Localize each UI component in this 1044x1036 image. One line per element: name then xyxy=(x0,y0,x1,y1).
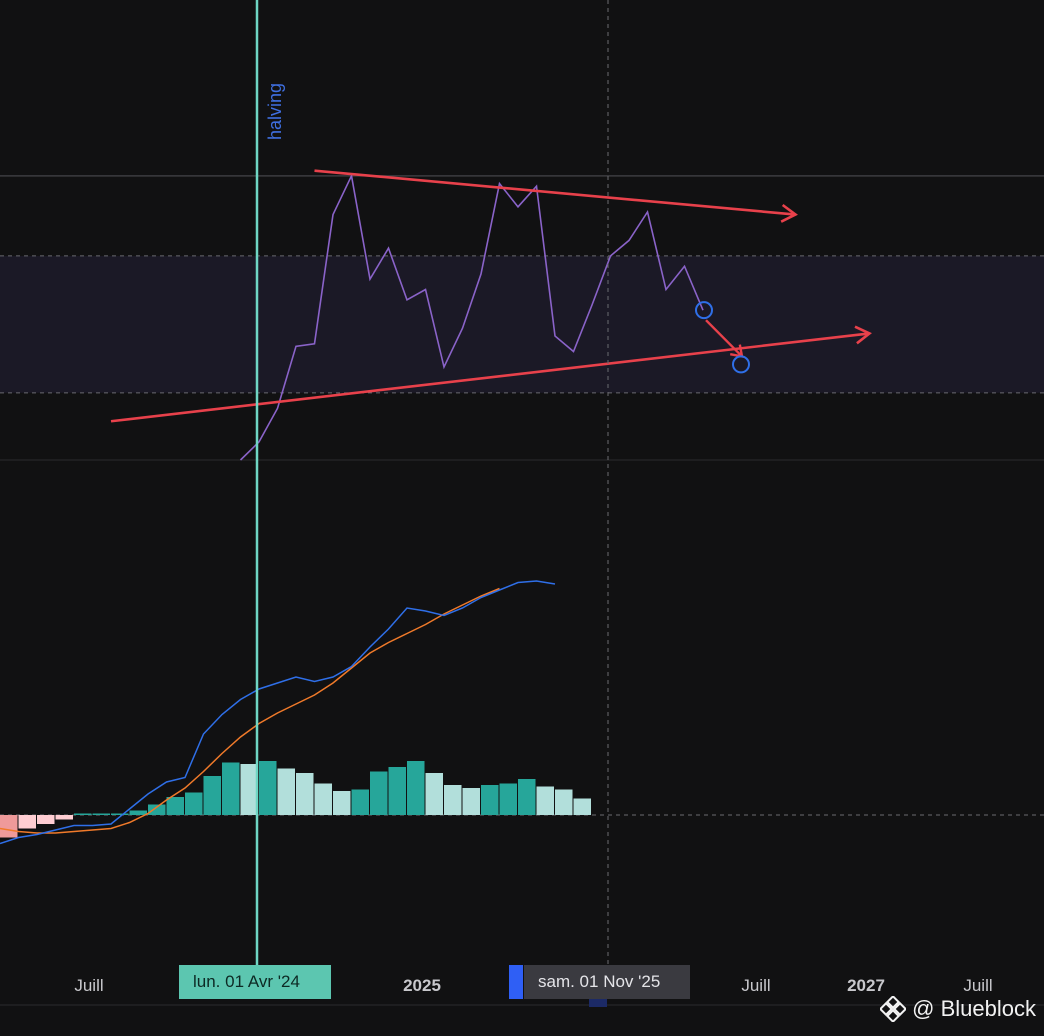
histogram-bar xyxy=(203,776,221,815)
histogram-bar xyxy=(333,791,351,815)
watermark: @ Blueblock xyxy=(880,996,1036,1022)
histogram-bar xyxy=(555,789,573,815)
oscillator-pane xyxy=(0,169,1044,461)
histogram-bar xyxy=(259,761,277,815)
histogram-bar xyxy=(407,761,425,815)
watermark-text: @ Blueblock xyxy=(912,996,1036,1021)
cursor-position-marker[interactable] xyxy=(509,965,523,999)
cursor-axis-marker xyxy=(589,999,607,1007)
histogram-bar xyxy=(277,768,295,815)
histogram-bar xyxy=(92,813,110,815)
x-tick-label: Juill xyxy=(741,976,771,995)
trendline-arrowhead-0 xyxy=(780,203,798,223)
trendline-0 xyxy=(314,169,796,216)
cursor-date-tag: sam. 01 Nov '25 xyxy=(524,965,690,999)
histogram-bar xyxy=(111,813,129,815)
binance-logo-icon xyxy=(880,996,907,1022)
x-tick-label: Juill xyxy=(74,976,104,995)
histogram-bar xyxy=(240,764,258,815)
oscillator-reference-band xyxy=(0,255,1044,393)
oscillator-line xyxy=(239,173,704,461)
histogram-bar xyxy=(481,785,499,815)
macd-line xyxy=(0,580,556,845)
histogram-bar xyxy=(425,773,443,815)
histogram-bar xyxy=(314,783,332,815)
histogram-bar xyxy=(462,788,480,815)
overlay: halving xyxy=(0,0,1044,1006)
histogram-bar xyxy=(0,815,18,838)
x-tick-label: 2027 xyxy=(847,976,885,995)
histogram-bar xyxy=(74,813,92,815)
histogram-bar xyxy=(55,815,73,820)
histogram-bar xyxy=(296,773,314,815)
trendline-arrowhead-1 xyxy=(854,325,872,345)
trendline-1 xyxy=(110,332,870,423)
signal-line xyxy=(0,587,500,834)
histogram-bar xyxy=(18,815,36,829)
target-marker xyxy=(732,355,750,374)
macd-pane xyxy=(0,580,1044,845)
histogram-bar xyxy=(388,767,406,815)
histogram-bar xyxy=(370,771,388,815)
histogram-bar xyxy=(166,797,184,815)
histogram-bar xyxy=(351,789,369,815)
histogram-bar xyxy=(185,792,203,815)
histogram-bar xyxy=(222,762,240,815)
histogram-bar xyxy=(129,810,147,815)
halving-label: halving xyxy=(265,83,285,140)
histogram-bar xyxy=(499,783,517,815)
histogram-bar xyxy=(518,779,536,815)
start-marker xyxy=(695,301,713,320)
histogram-bar xyxy=(536,786,554,815)
x-tick-label: 2025 xyxy=(403,976,441,995)
histogram-bar xyxy=(37,815,55,824)
halving-date-tag: lun. 01 Avr '24 xyxy=(179,965,331,999)
projection-arrow xyxy=(705,319,743,358)
histogram-bar xyxy=(148,804,166,815)
x-tick-label: Juill xyxy=(963,976,993,995)
histogram-bar xyxy=(573,798,591,815)
histogram-bar xyxy=(444,785,462,815)
